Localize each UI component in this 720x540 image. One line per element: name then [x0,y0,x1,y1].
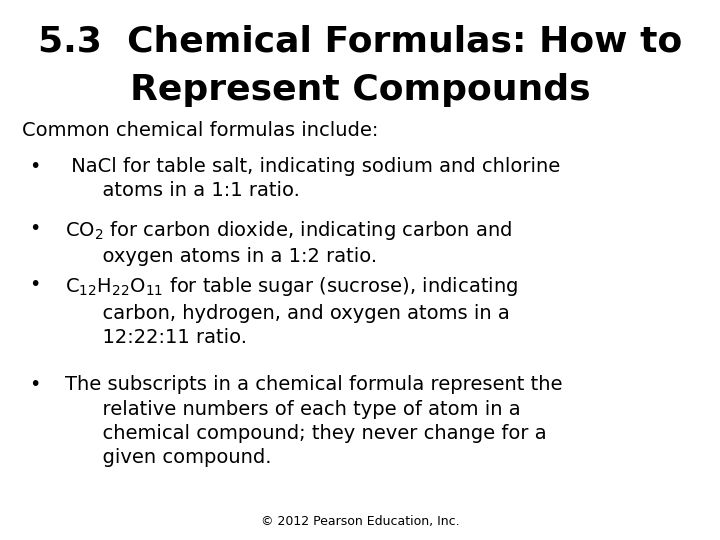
Text: •: • [29,157,40,176]
Text: 5.3  Chemical Formulas: How to: 5.3 Chemical Formulas: How to [38,24,682,58]
Text: © 2012 Pearson Education, Inc.: © 2012 Pearson Education, Inc. [261,515,459,528]
Text: Represent Compounds: Represent Compounds [130,73,590,107]
Text: Common chemical formulas include:: Common chemical formulas include: [22,122,378,140]
Text: The subscripts in a chemical formula represent the
      relative numbers of eac: The subscripts in a chemical formula rep… [65,375,562,467]
Text: •: • [29,375,40,394]
Text: •: • [29,219,40,238]
Text: •: • [29,275,40,294]
Text: CO$_2$ for carbon dioxide, indicating carbon and
      oxygen atoms in a 1:2 rat: CO$_2$ for carbon dioxide, indicating ca… [65,219,512,266]
Text: NaCl for table salt, indicating sodium and chlorine
      atoms in a 1:1 ratio.: NaCl for table salt, indicating sodium a… [65,157,560,200]
Text: C$_{12}$H$_{22}$O$_{11}$ for table sugar (sucrose), indicating
      carbon, hyd: C$_{12}$H$_{22}$O$_{11}$ for table sugar… [65,275,518,347]
